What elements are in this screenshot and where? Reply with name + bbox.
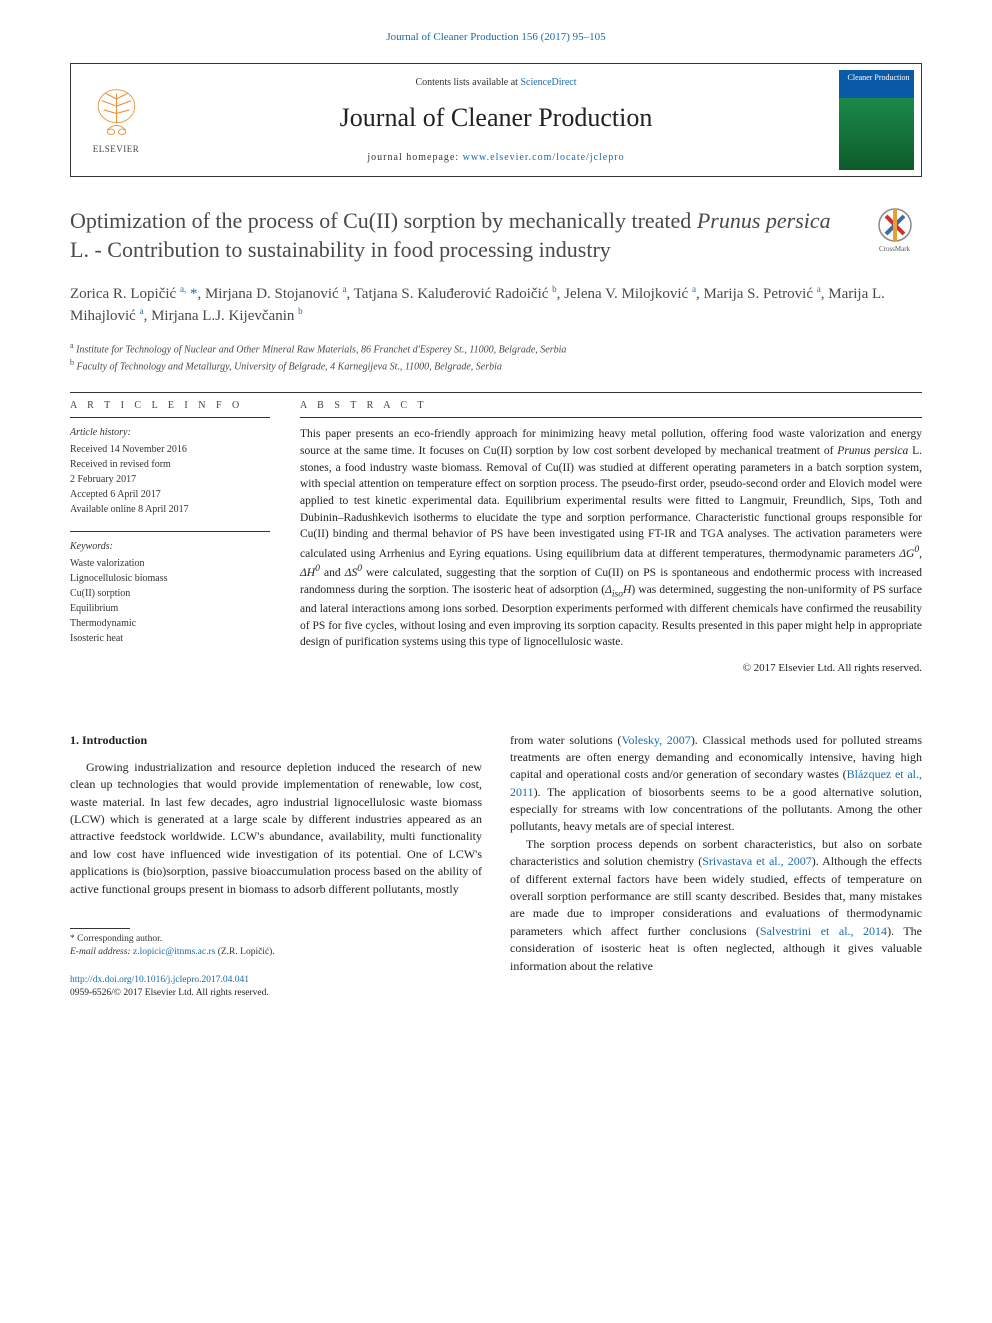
keywords-label: Keywords: xyxy=(70,540,270,554)
intro-para-3: The sorption process depends on sorbent … xyxy=(510,836,922,975)
ref-link[interactable]: Blázquez et al., 2011 xyxy=(510,767,922,798)
body-col-left: 1. Introduction Growing industrializatio… xyxy=(70,732,482,1001)
affiliations-block: a Institute for Technology of Nuclear an… xyxy=(70,340,922,375)
contents-line: Contents lists available at ScienceDirec… xyxy=(181,76,811,90)
crossmark-label: CrossMark xyxy=(879,245,910,253)
info-rule xyxy=(70,417,270,418)
separator-rule xyxy=(70,392,922,393)
journal-header-box: ELSEVIER Contents lists available at Sci… xyxy=(70,63,922,177)
ref-link[interactable]: Volesky, 2007 xyxy=(621,733,690,747)
header-center: Contents lists available at ScienceDirec… xyxy=(161,64,831,176)
abstract-heading: A B S T R A C T xyxy=(300,399,922,413)
history-label: Article history: xyxy=(70,426,270,440)
elsevier-label: ELSEVIER xyxy=(93,143,140,156)
crossmark-icon xyxy=(877,207,913,243)
cover-cell xyxy=(831,64,921,176)
intro-para-2: from water solutions (Volesky, 2007). Cl… xyxy=(510,732,922,836)
authors-line: Zorica R. Lopičić a, *, Mirjana D. Stoja… xyxy=(70,283,922,328)
ref-link[interactable]: Srivastava et al., 2007 xyxy=(702,854,812,868)
abstract-text: This paper presents an eco-friendly appr… xyxy=(300,426,922,651)
contents-prefix: Contents lists available at xyxy=(415,77,520,88)
section-heading-intro: 1. Introduction xyxy=(70,732,482,749)
email-line: E-mail address: z.lopicic@itnms.ac.rs (Z… xyxy=(70,946,482,959)
corresponding-author-note: * Corresponding author. xyxy=(70,933,482,946)
doi-link[interactable]: http://dx.doi.org/10.1016/j.jclepro.2017… xyxy=(70,975,249,985)
article-info-heading: A R T I C L E I N F O xyxy=(70,399,270,413)
affiliation-a: a Institute for Technology of Nuclear an… xyxy=(70,340,922,357)
journal-name: Journal of Cleaner Production xyxy=(181,100,811,136)
abstract-copyright: © 2017 Elsevier Ltd. All rights reserved… xyxy=(300,661,922,676)
affiliation-b: b Faculty of Technology and Metallurgy, … xyxy=(70,357,922,374)
abstract-rule xyxy=(300,417,922,418)
corresponding-email-link[interactable]: z.lopicic@itnms.ac.rs xyxy=(133,947,215,957)
journal-homepage-link[interactable]: www.elsevier.com/locate/jclepro xyxy=(463,152,625,163)
homepage-line: journal homepage: www.elsevier.com/locat… xyxy=(181,151,811,165)
sciencedirect-link[interactable]: ScienceDirect xyxy=(520,77,576,88)
elsevier-tree-icon xyxy=(89,86,144,141)
crossmark-badge[interactable]: CrossMark xyxy=(867,207,922,255)
body-col-right: from water solutions (Volesky, 2007). Cl… xyxy=(510,732,922,1001)
abstract-col: A B S T R A C T This paper presents an e… xyxy=(300,399,922,676)
body-columns: 1. Introduction Growing industrializatio… xyxy=(70,732,922,1001)
article-page: Journal of Cleaner Production 156 (2017)… xyxy=(0,0,992,1040)
footnote-rule xyxy=(70,928,130,929)
info-rule-2 xyxy=(70,531,270,532)
elsevier-logo-cell: ELSEVIER xyxy=(71,64,161,176)
article-title: Optimization of the process of Cu(II) so… xyxy=(70,207,853,264)
homepage-prefix: journal homepage: xyxy=(367,152,462,163)
affiliation-b-text: Faculty of Technology and Metallurgy, Un… xyxy=(77,361,502,372)
keywords-list: Waste valorizationLignocellulosic biomas… xyxy=(70,556,270,646)
intro-para-1: Growing industrialization and resource d… xyxy=(70,759,482,898)
email-label: E-mail address: xyxy=(70,947,131,957)
info-abstract-row: A R T I C L E I N F O Article history: R… xyxy=(70,399,922,676)
ref-link[interactable]: Salvestrini et al., 2014 xyxy=(760,924,887,938)
issn-copyright-line: 0959-6526/© 2017 Elsevier Ltd. All right… xyxy=(70,988,269,998)
history-list: Received 14 November 2016Received in rev… xyxy=(70,442,270,517)
footnote-block: * Corresponding author. E-mail address: … xyxy=(70,922,482,960)
footer-block: http://dx.doi.org/10.1016/j.jclepro.2017… xyxy=(70,974,482,1001)
citation-line: Journal of Cleaner Production 156 (2017)… xyxy=(70,30,922,45)
email-author-name: (Z.R. Lopičić). xyxy=(218,947,275,957)
article-info-col: A R T I C L E I N F O Article history: R… xyxy=(70,399,270,676)
journal-cover-thumb xyxy=(839,70,914,170)
affiliation-a-text: Institute for Technology of Nuclear and … xyxy=(76,344,566,355)
